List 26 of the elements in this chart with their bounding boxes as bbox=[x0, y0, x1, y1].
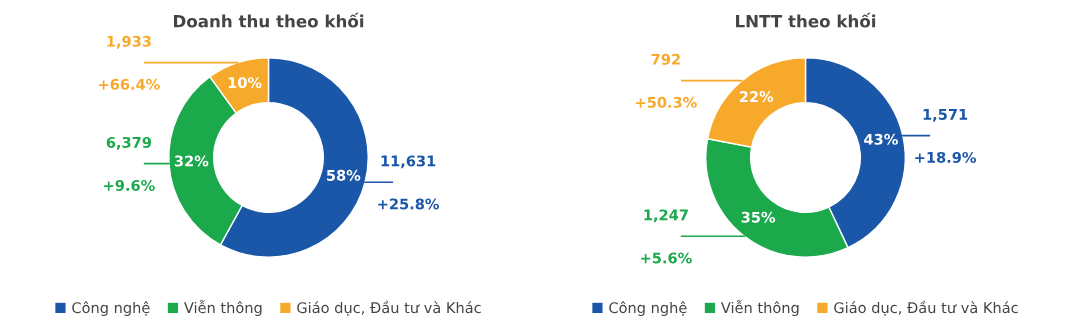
data-label: 35% bbox=[741, 211, 776, 223]
legend-label: Viễn thông bbox=[183, 300, 262, 317]
data-label: 43% bbox=[864, 133, 898, 145]
data-label: 10% bbox=[228, 77, 262, 89]
data-label: 22% bbox=[739, 91, 774, 103]
text: +66.4% bbox=[99, 78, 160, 90]
text: +25.8% bbox=[378, 198, 440, 210]
text: +50.3% bbox=[636, 96, 697, 108]
legend-label: Giáo dục, Đầu tư và Khác bbox=[297, 300, 481, 316]
text: 792 bbox=[651, 53, 680, 65]
legend-label: Viễn thông bbox=[720, 300, 799, 317]
text: 1,933 bbox=[107, 35, 151, 49]
chart-title: Doanh thu theo khối bbox=[174, 12, 364, 28]
text: +18.9% bbox=[915, 151, 977, 163]
text: +9.6% bbox=[104, 179, 155, 191]
text: 1,247 bbox=[644, 209, 688, 223]
legend-label: Công nghệ bbox=[72, 301, 150, 317]
data-label: 32% bbox=[174, 155, 209, 167]
data-label: 58% bbox=[327, 169, 361, 181]
text: 6,379 bbox=[106, 136, 152, 150]
text: +5.6% bbox=[641, 252, 692, 264]
legend-label: Công nghệ bbox=[609, 301, 687, 317]
text: 11,631 bbox=[381, 155, 436, 169]
text: 1,571 bbox=[923, 109, 968, 122]
legend-label: Giáo dục, Đầu tư và Khác bbox=[834, 300, 1018, 316]
chart-title: LNTT theo khối bbox=[736, 12, 876, 28]
